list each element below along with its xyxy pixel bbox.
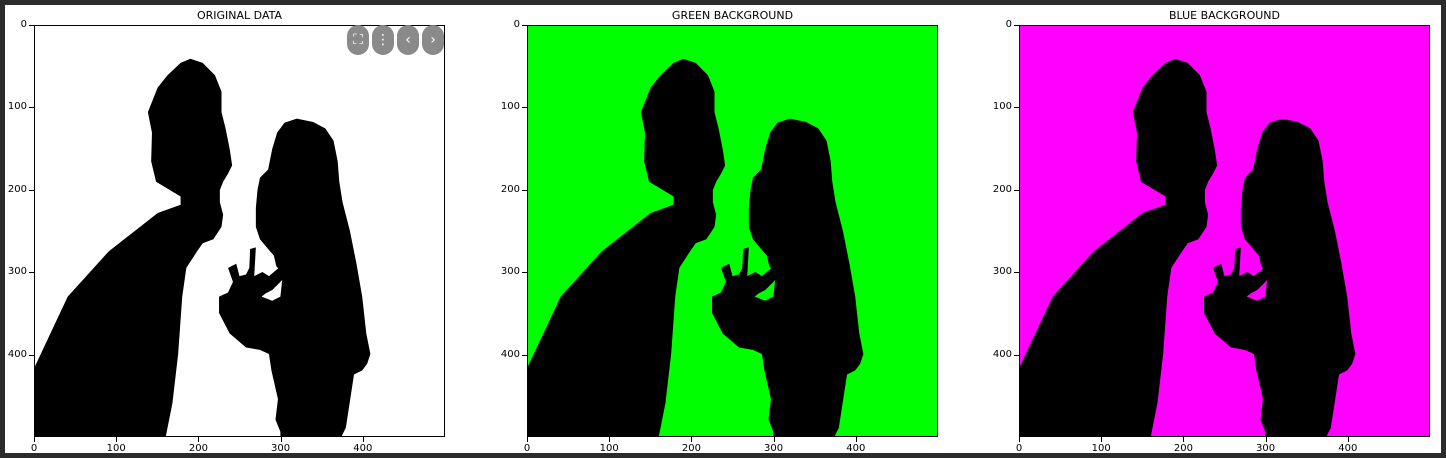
x-tick-label: 100	[599, 443, 619, 454]
x-tick	[34, 437, 35, 442]
panel-title: BLUE BACKGROUND	[1169, 9, 1280, 22]
x-tick-label: 0	[30, 443, 38, 454]
image-axes	[34, 25, 445, 437]
x-tick	[1347, 437, 1349, 442]
y-tick-label: 300	[7, 266, 27, 278]
image-toolbar: ⛶ ⋮ ‹ ›	[347, 25, 444, 55]
x-tick	[198, 437, 200, 442]
panel-blue: BLUE BACKGROUND 0 100 200 300 400 0 100 200 300 4…	[990, 5, 1446, 454]
x-tick	[1265, 437, 1267, 442]
man-silhouette	[528, 58, 726, 436]
panel-original: ORIGINAL DATA 0 100 200 300 400 0 100 200 300 400…	[5, 5, 465, 454]
x-tick-label: 200	[1173, 443, 1193, 454]
y-tick	[522, 189, 527, 191]
x-tick-label: 400	[1338, 443, 1358, 454]
silhouette-image	[528, 26, 937, 436]
silhouette-image	[35, 26, 444, 436]
y-tick-label: 200	[7, 183, 27, 195]
x-tick	[1019, 437, 1020, 442]
y-tick	[29, 189, 34, 191]
x-tick	[362, 437, 364, 442]
y-tick-label: 200	[992, 183, 1012, 195]
y-tick	[1014, 25, 1019, 26]
y-tick-label: 200	[500, 183, 520, 195]
y-tick-label: 300	[992, 266, 1012, 278]
x-tick-label: 100	[106, 443, 126, 454]
x-tick	[280, 437, 282, 442]
woman-silhouette	[219, 118, 371, 436]
y-tick-label: 0	[513, 19, 520, 30]
x-tick-label: 200	[188, 443, 208, 454]
y-tick-label: 100	[500, 101, 520, 113]
x-tick-label: 400	[846, 443, 866, 454]
y-tick	[1014, 354, 1019, 356]
y-tick	[522, 107, 527, 109]
man-silhouette	[35, 58, 233, 436]
man-silhouette	[1020, 58, 1218, 436]
x-tick	[1183, 437, 1185, 442]
x-tick	[527, 437, 528, 442]
x-tick-label: 300	[1256, 443, 1276, 454]
y-tick-label: 300	[500, 266, 520, 278]
y-tick-label: 400	[500, 348, 520, 360]
x-tick-label: 300	[271, 443, 291, 454]
y-tick-label: 100	[7, 101, 27, 113]
y-tick	[29, 272, 34, 274]
y-tick	[29, 354, 34, 356]
panel-title: ORIGINAL DATA	[196, 9, 283, 22]
x-tick-label: 300	[764, 443, 784, 454]
y-tick	[29, 107, 34, 109]
y-tick	[1014, 107, 1019, 109]
x-tick-label: 100	[1091, 443, 1111, 454]
woman-silhouette	[712, 118, 864, 436]
y-tick	[522, 25, 527, 26]
panel-green: GREEN BACKGROUND 0 100 200 300 400 0 100 200 300…	[498, 5, 958, 454]
y-tick	[29, 25, 34, 26]
x-tick-label: 200	[681, 443, 701, 454]
x-tick	[691, 437, 693, 442]
y-tick-label: 100	[992, 101, 1012, 113]
image-axes	[1019, 25, 1430, 437]
y-tick	[522, 354, 527, 356]
chevron-right-icon[interactable]: ›	[422, 25, 444, 55]
x-tick	[116, 437, 118, 442]
panel-title: GREEN BACKGROUND	[671, 9, 794, 22]
chevron-left-icon[interactable]: ‹	[397, 25, 419, 55]
y-tick	[1014, 189, 1019, 191]
y-tick	[522, 272, 527, 274]
figure-canvas: ORIGINAL DATA 0 100 200 300 400 0 100 200 300 400…	[5, 5, 1441, 454]
y-tick	[1014, 272, 1019, 274]
x-tick	[773, 437, 775, 442]
x-tick-label: 0	[1015, 443, 1023, 454]
y-tick-label: 0	[20, 19, 27, 30]
x-tick	[855, 437, 857, 442]
y-tick-label: 400	[7, 348, 27, 360]
x-tick	[609, 437, 611, 442]
x-tick-label: 400	[353, 443, 373, 454]
silhouette-image	[1020, 26, 1429, 436]
woman-silhouette	[1204, 118, 1356, 436]
image-axes	[527, 25, 938, 437]
x-tick-label: 0	[523, 443, 531, 454]
y-tick-label: 400	[992, 348, 1012, 360]
y-tick-label: 0	[1005, 19, 1012, 30]
fullscreen-icon[interactable]: ⛶	[347, 25, 369, 55]
more-vertical-icon[interactable]: ⋮	[372, 25, 394, 55]
x-tick	[1101, 437, 1103, 442]
